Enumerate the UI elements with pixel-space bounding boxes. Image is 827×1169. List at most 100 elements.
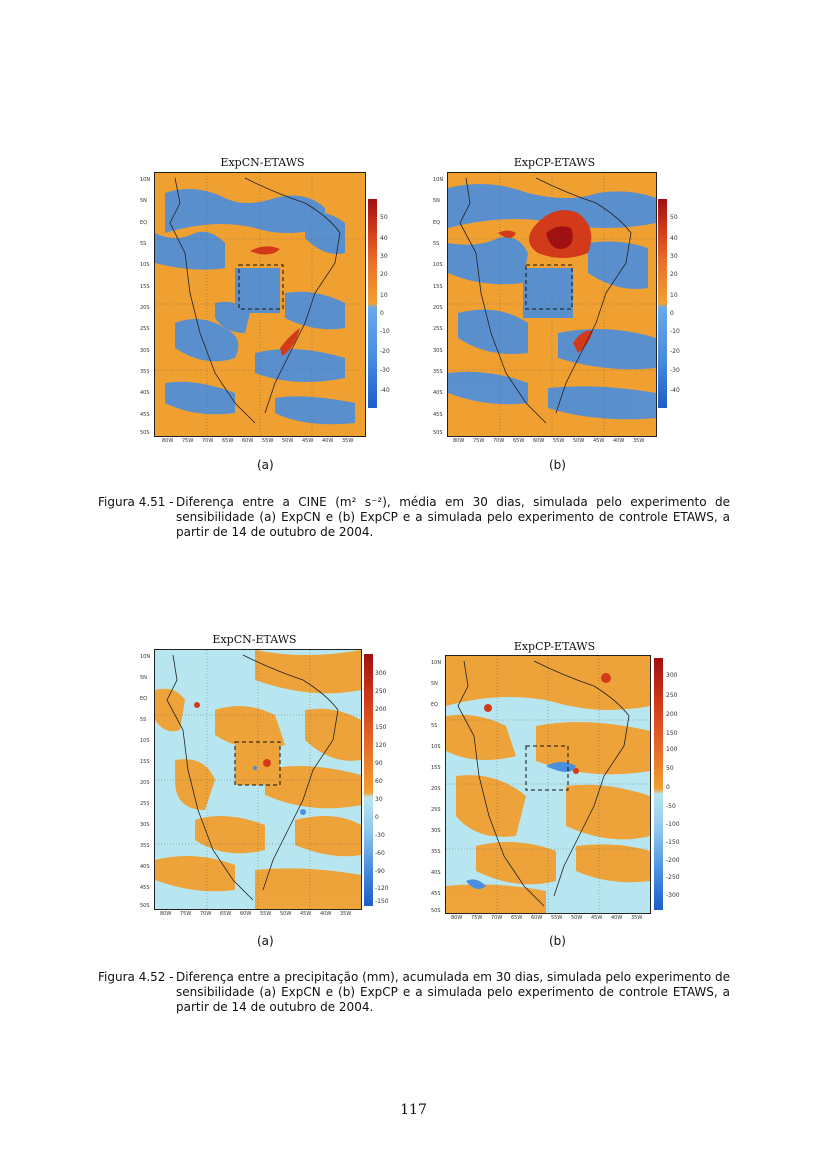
colorbar-label: 150 <box>666 730 678 737</box>
caption-text: Diferença entre a precipitação (mm), acu… <box>176 970 730 1014</box>
figure-caption: Figura 4.52 - Diferença entre a precipit… <box>98 970 730 1020</box>
colorbar <box>658 199 667 408</box>
lon-tick: 60W <box>531 915 543 921</box>
colorbar-label: -120 <box>375 885 389 892</box>
colorbar-label: 0 <box>670 310 674 317</box>
lon-tick: 70W <box>491 915 503 921</box>
lat-tick: 5N <box>431 681 438 687</box>
colorbar-label: 10 <box>670 292 678 299</box>
colorbar-label: -20 <box>380 348 390 355</box>
colorbar-label: -10 <box>380 328 390 335</box>
colorbar-label: -150 <box>666 839 680 846</box>
cine-map-a <box>154 172 366 437</box>
lat-tick: 20S <box>140 305 150 311</box>
lat-tick: EQ <box>140 220 148 226</box>
lon-tick: 75W <box>182 438 194 444</box>
lon-tick: 35W <box>633 438 645 444</box>
colorbar-label: -20 <box>670 348 680 355</box>
colorbar-label: 30 <box>375 796 383 803</box>
lat-tick: 10N <box>433 177 444 183</box>
lon-tick: 70W <box>202 438 214 444</box>
lat-tick: 40S <box>140 864 150 870</box>
caption-text: Diferença entre a CINE (m² s⁻²), média e… <box>176 495 730 539</box>
lon-tick: 45W <box>591 915 603 921</box>
lat-tick: 25S <box>431 807 441 813</box>
lon-tick: 65W <box>220 911 232 917</box>
page-number: 117 <box>400 1102 427 1118</box>
lon-tick: 75W <box>180 911 192 917</box>
colorbar-label: -10 <box>670 328 680 335</box>
lon-tick: 65W <box>511 915 523 921</box>
lat-tick: 10N <box>140 177 151 183</box>
lat-tick: 25S <box>140 326 150 332</box>
colorbar-label: 50 <box>670 214 678 221</box>
cine-map-b-graphic <box>448 173 656 436</box>
colorbar-label: -200 <box>666 857 680 864</box>
colorbar-label: -40 <box>380 387 390 394</box>
lat-tick: EQ <box>433 220 441 226</box>
colorbar-label: 60 <box>375 778 383 785</box>
lat-tick: 50S <box>140 430 150 436</box>
lat-tick: 10S <box>431 744 441 750</box>
colorbar-label: 20 <box>380 271 388 278</box>
lat-tick: 15S <box>433 284 443 290</box>
precip-map-a-graphic <box>155 650 361 909</box>
subfigure-label: (b) <box>549 934 566 948</box>
lon-tick: 60W <box>533 438 545 444</box>
colorbar-label: 30 <box>380 253 388 260</box>
colorbar-label: 300 <box>375 670 387 677</box>
lat-tick: 5N <box>140 198 147 204</box>
lat-tick: 15S <box>140 284 150 290</box>
lat-tick: 35S <box>140 843 150 849</box>
colorbar-label: 0 <box>380 310 384 317</box>
colorbar-label: -40 <box>670 387 680 394</box>
lon-tick: 70W <box>493 438 505 444</box>
lon-tick: 40W <box>613 438 625 444</box>
colorbar-label: -30 <box>375 832 385 839</box>
lon-tick: 80W <box>160 911 172 917</box>
lat-tick: 10N <box>431 660 442 666</box>
colorbar-label: 40 <box>380 235 388 242</box>
lat-tick: 10N <box>140 654 151 660</box>
lon-tick: 50W <box>282 438 294 444</box>
colorbar <box>368 199 377 408</box>
lon-tick: 80W <box>453 438 465 444</box>
colorbar-label: 0 <box>666 784 670 791</box>
lon-tick: 75W <box>473 438 485 444</box>
colorbar-label: 50 <box>380 214 388 221</box>
lon-tick: 60W <box>242 438 254 444</box>
colorbar-label: 150 <box>375 724 387 731</box>
colorbar-label: 90 <box>375 760 383 767</box>
lon-tick: 55W <box>262 438 274 444</box>
lat-tick: 30S <box>140 348 150 354</box>
colorbar-label: -60 <box>375 850 385 857</box>
lat-tick: 35S <box>433 369 443 375</box>
colorbar <box>654 658 663 910</box>
lon-tick: 40W <box>611 915 623 921</box>
cine-map-b <box>447 172 657 437</box>
lat-tick: 40S <box>433 390 443 396</box>
lat-tick: 40S <box>431 870 441 876</box>
lon-tick: 50W <box>280 911 292 917</box>
lat-tick: 45S <box>433 412 443 418</box>
lon-tick: 60W <box>240 911 252 917</box>
lat-tick: 35S <box>431 849 441 855</box>
colorbar-label: 250 <box>666 692 678 699</box>
lat-tick: 35S <box>140 369 150 375</box>
lat-tick: 10S <box>140 262 150 268</box>
colorbar-label: 100 <box>666 746 678 753</box>
lat-tick: 30S <box>431 828 441 834</box>
subfigure-label: (a) <box>257 934 274 948</box>
figure-caption: Figura 4.51 - Diferença entre a CINE (m²… <box>98 495 730 545</box>
colorbar-label: 40 <box>670 235 678 242</box>
lat-tick: 50S <box>433 430 443 436</box>
lat-tick: 10S <box>433 262 443 268</box>
precip-map-b-graphic <box>446 656 650 913</box>
lon-tick: 55W <box>551 915 563 921</box>
colorbar <box>364 654 373 906</box>
colorbar-label: 300 <box>666 672 678 679</box>
lat-tick: 5S <box>140 241 147 247</box>
lat-tick: 45S <box>140 885 150 891</box>
lat-tick: 5S <box>433 241 440 247</box>
lat-tick: 5N <box>140 675 147 681</box>
